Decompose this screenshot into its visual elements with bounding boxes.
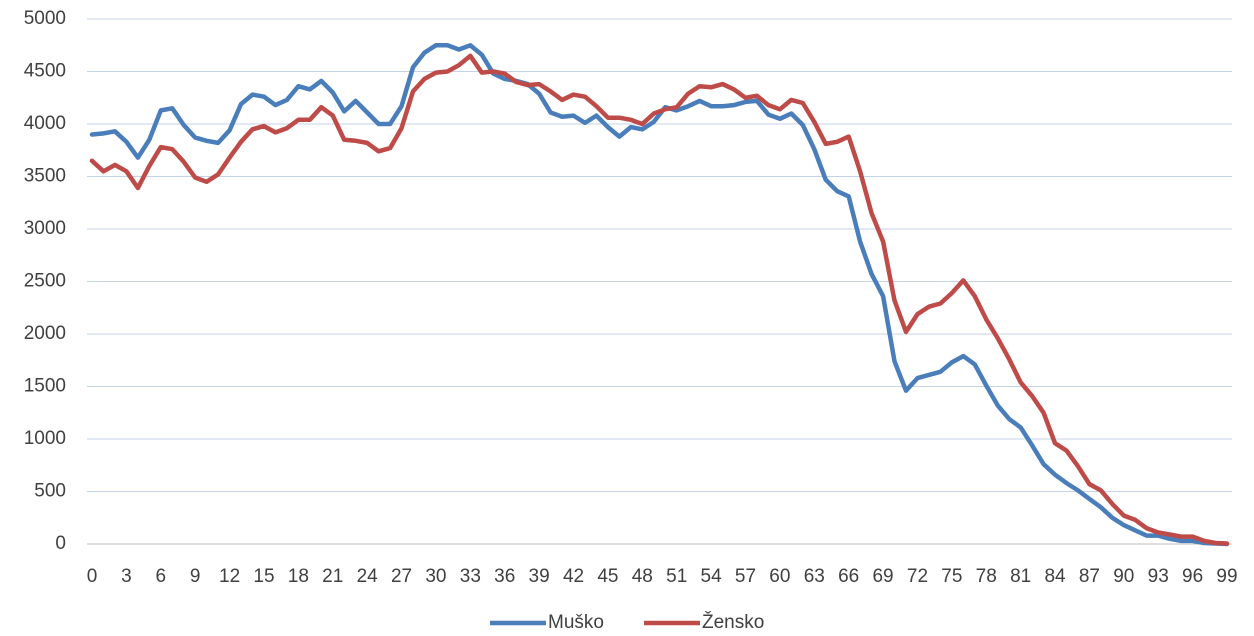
y-tick-label: 500	[34, 481, 66, 502]
x-tick-label: 84	[1044, 566, 1066, 587]
x-tick-label: 63	[804, 566, 825, 587]
x-tick-label: 0	[87, 566, 98, 587]
y-tick-label: 0	[55, 533, 66, 554]
y-tick-label: 4500	[24, 61, 66, 82]
x-tick-label: 15	[253, 566, 274, 587]
x-tick-label: 81	[1010, 566, 1031, 587]
line-series	[89, 43, 1230, 547]
legend-label: Žensko	[702, 611, 764, 633]
y-tick-label: 3500	[24, 166, 66, 187]
y-tick-label: 1500	[24, 376, 66, 397]
x-tick-label: 78	[976, 566, 997, 587]
x-tick-label: 90	[1113, 566, 1134, 587]
x-tick-label: 9	[190, 566, 201, 587]
x-tick-label: 12	[219, 566, 240, 587]
x-tick-label: 24	[357, 566, 379, 587]
x-tick-label: 48	[632, 566, 653, 587]
x-tick-label: 33	[460, 566, 481, 587]
y-tick-label: 2000	[24, 323, 66, 344]
x-tick-label: 42	[563, 566, 584, 587]
x-tick-label: 18	[288, 566, 309, 587]
x-tick-label: 69	[872, 566, 893, 587]
x-tick-label: 72	[907, 566, 928, 587]
x-tick-label: 27	[391, 566, 412, 587]
x-tick-label: 60	[769, 566, 790, 587]
x-tick-label: 66	[838, 566, 859, 587]
x-tick-label: 30	[425, 566, 446, 587]
x-tick-label: 96	[1182, 566, 1203, 587]
y-tick-label: 1000	[24, 428, 66, 449]
x-tick-label: 51	[666, 566, 687, 587]
x-tick-label: 39	[529, 566, 550, 587]
x-tick-label: 6	[155, 566, 166, 587]
x-tick-label: 45	[597, 566, 618, 587]
x-tick-label: 99	[1216, 566, 1237, 587]
x-tick-label: 36	[494, 566, 515, 587]
x-tick-label: 3	[121, 566, 132, 587]
line-series	[89, 53, 1230, 546]
y-tick-label: 2500	[24, 271, 66, 292]
y-tick-label: 5000	[24, 8, 66, 29]
x-tick-label: 21	[322, 566, 343, 587]
x-tick-label: 54	[701, 566, 723, 587]
x-tick-label: 93	[1148, 566, 1169, 587]
x-tick-label: 57	[735, 566, 756, 587]
legend-label: Muško	[548, 612, 604, 633]
x-tick-label: 75	[941, 566, 962, 587]
y-tick-label: 4000	[24, 113, 66, 134]
y-tick-label: 3000	[24, 218, 66, 239]
x-tick-label: 87	[1079, 566, 1100, 587]
